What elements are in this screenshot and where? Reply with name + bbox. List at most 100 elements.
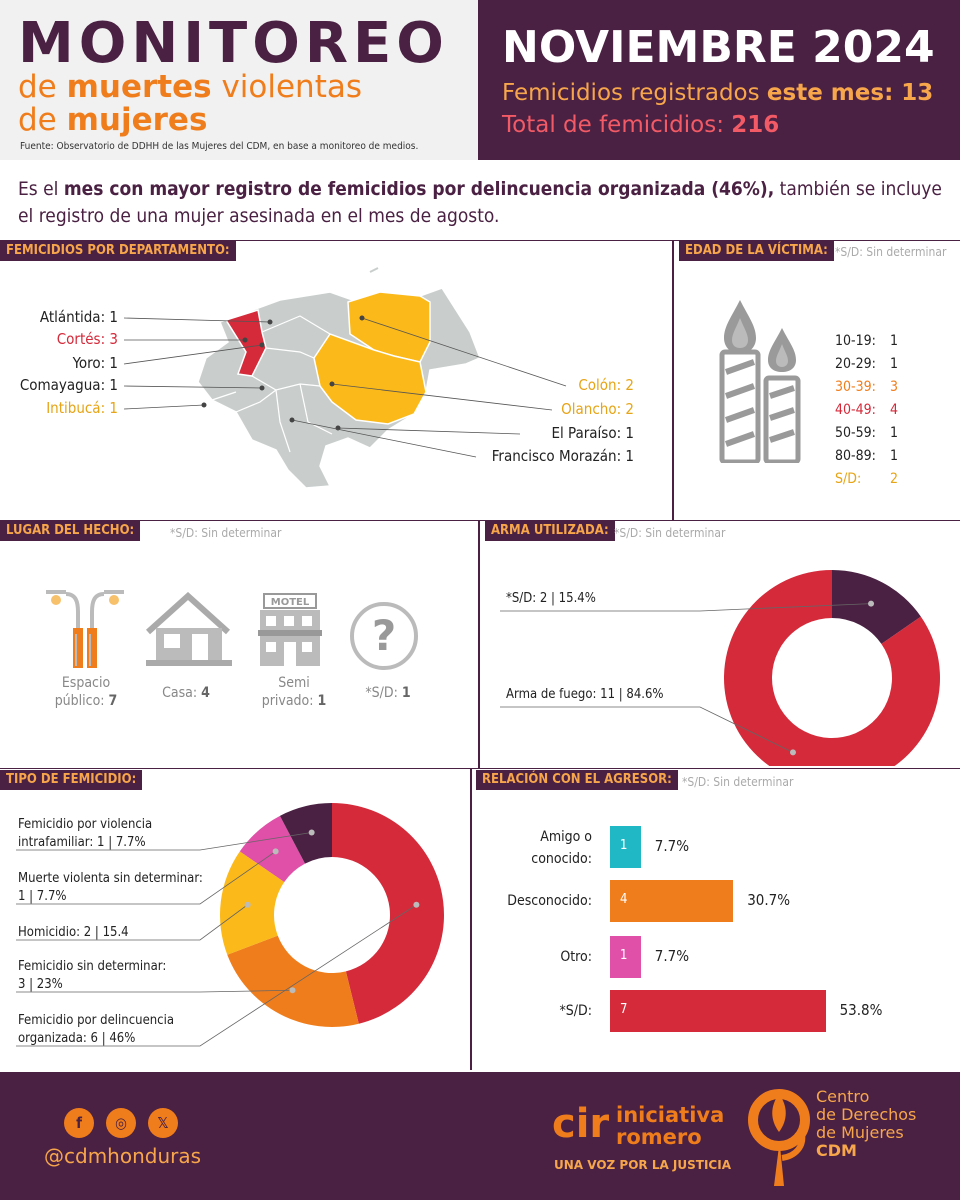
intro-line-2: el registro de una mujer asesinada en el… <box>18 205 500 227</box>
relacion-bar-value: 4 <box>620 892 628 907</box>
relacion-percent: 7.7% <box>654 947 690 965</box>
age-count: 1 <box>890 425 899 441</box>
cdm-logo-icon <box>748 1089 810 1186</box>
sd-note: *S/D: Sin determinar <box>682 775 794 789</box>
ir-logo-mark: cir <box>552 1101 610 1147</box>
dept-label-left: Intibucá: 1 <box>46 399 118 417</box>
relacion-percent: 30.7% <box>747 891 791 909</box>
divider <box>0 240 960 241</box>
place-label: *S/D: 1 <box>365 685 411 701</box>
age-range: 10-19: <box>835 333 876 349</box>
age-range: 50-59: <box>835 425 876 441</box>
sd-note: *S/D: Sin determinar <box>614 526 726 540</box>
map-islands <box>369 267 379 273</box>
tipo-label: Homicidio: 2 | 15.4 <box>18 925 129 940</box>
divider <box>672 240 674 520</box>
streetlamp-icon <box>46 590 124 668</box>
tipo-donut-chart: Femicidio por violencia intrafamiliar: 1 … <box>16 803 444 1047</box>
tipo-label: Femicidio por delincuencia organizada: 6 … <box>18 1013 174 1046</box>
age-count: 2 <box>890 471 899 487</box>
tipo-label: Femicidio sin determinar: 3 | 23% <box>18 959 166 992</box>
sd-note: *S/D: Sin determinar <box>835 245 947 259</box>
subtitle-1: de muertes violentas <box>18 69 363 105</box>
arma-label: Arma de fuego: 11 | 84.6% <box>506 687 664 702</box>
map-leader-lines <box>123 315 567 458</box>
cdm-name: Centro de Derechos de Mujeres CDM <box>816 1087 917 1160</box>
relacion-label: Desconocido: <box>507 893 592 909</box>
tipo-slice-3 <box>239 815 306 883</box>
arma-label: *S/D: 2 | 15.4% <box>506 591 596 606</box>
divider <box>470 768 472 1070</box>
section-tag-departamento: FEMICIDIOS POR DEPARTAMENTO: <box>0 241 236 261</box>
social-handle[interactable]: @cdmhonduras <box>44 1144 202 1168</box>
ir-logo-text-1: iniciativa <box>616 1103 725 1127</box>
arma-slice-1 <box>724 570 940 766</box>
svg-text:?: ? <box>372 611 396 660</box>
relacion-percent: 7.7% <box>654 837 690 855</box>
candles-icon <box>719 300 801 463</box>
tipo-slice-0 <box>332 803 444 1024</box>
facebook-icon[interactable]: f <box>64 1108 94 1138</box>
divider <box>0 520 960 521</box>
age-count: 3 <box>890 379 899 395</box>
dept-label-left: Comayagua: 1 <box>19 376 118 394</box>
monthly-count: Femicidios registrados este mes: 13 <box>502 80 934 106</box>
relacion-label: *S/D: <box>559 1003 592 1019</box>
subtitle-2: de mujeres <box>18 102 208 138</box>
dept-label-right: Olancho: 2 <box>561 400 634 418</box>
dept-label-right: Colón: 2 <box>578 376 634 394</box>
svg-text:MOTEL: MOTEL <box>271 597 310 608</box>
relacion-bar-value: 1 <box>620 948 628 963</box>
age-range: 30-39: <box>835 379 876 395</box>
section-tag-arma: ARMA UTILIZADA: <box>485 521 615 541</box>
arma-slice-0 <box>832 570 921 644</box>
age-count: 1 <box>890 356 899 372</box>
relacion-bar-value: 7 <box>620 1002 628 1017</box>
tipo-label: Muerte violenta sin determinar: 1 | 7.7% <box>18 871 203 904</box>
motel-icon: MOTEL <box>258 593 322 666</box>
x-icon[interactable]: 𝕏 <box>148 1108 178 1138</box>
age-range: 80-89: <box>835 448 876 464</box>
dept-label-right: El Paraíso: 1 <box>551 424 634 442</box>
age-range: S/D: <box>835 471 862 487</box>
map-cortes <box>224 309 267 377</box>
map-borders <box>211 315 333 453</box>
total-count: Total de femicidios: 216 <box>502 112 780 138</box>
divider <box>478 520 480 768</box>
age-range: 40-49: <box>835 402 876 418</box>
dept-label-left: Yoro: 1 <box>72 354 118 372</box>
age-range: 20-29: <box>835 356 876 372</box>
ir-logo-text-2: romero <box>616 1125 702 1149</box>
place-label: Casa: 4 <box>162 685 210 701</box>
instagram-icon[interactable]: ◎ <box>106 1108 136 1138</box>
age-count: 1 <box>890 333 899 349</box>
header-right: NOVIEMBRE 2024 Femicidios registrados es… <box>478 0 960 160</box>
place-label: Espacio público: 7 <box>54 675 118 709</box>
relacion-bar <box>610 880 734 922</box>
intro-line-1: Es el mes con mayor registro de femicidi… <box>18 178 942 200</box>
footer: f ◎ 𝕏 @cdmhonduras cir iniciativa romero… <box>0 1072 960 1200</box>
relacion-label: Amigo o conocido: <box>531 829 592 867</box>
sd-note: *S/D: Sin determinar <box>170 526 282 540</box>
tipo-label: Femicidio por violencia intrafamiliar: 1 … <box>18 817 152 850</box>
map-olancho <box>313 333 427 425</box>
tipo-slice-1 <box>227 935 359 1027</box>
relacion-bar-value: 1 <box>620 838 628 853</box>
section-tag-tipo: TIPO DE FEMICIDIO: <box>0 770 143 790</box>
section-tag-edad: EDAD DE LA VÍCTIMA: <box>679 241 834 261</box>
house-icon <box>145 592 232 666</box>
page-title: MONITOREO <box>18 11 449 76</box>
relacion-label: Otro: <box>560 949 592 965</box>
relacion-bar <box>610 990 826 1032</box>
relacion-bar <box>610 936 641 978</box>
section-tag-relacion: RELACIÓN CON EL AGRESOR: <box>476 770 678 790</box>
place-label: Semi privado: 1 <box>261 675 327 709</box>
dept-label-left: Atlántida: 1 <box>39 308 118 326</box>
section-tag-lugar: LUGAR DEL HECHO: <box>0 521 141 541</box>
age-count: 1 <box>890 448 899 464</box>
ir-tagline: UNA VOZ POR LA JUSTICIA <box>554 1158 731 1172</box>
relacion-bar <box>610 826 641 868</box>
dept-label-left: Cortés: 3 <box>56 330 118 348</box>
arma-donut-chart: *S/D: 2 | 15.4% Arma de fuego: 11 | 84.6% <box>500 570 940 766</box>
question-icon: ? <box>350 602 418 670</box>
